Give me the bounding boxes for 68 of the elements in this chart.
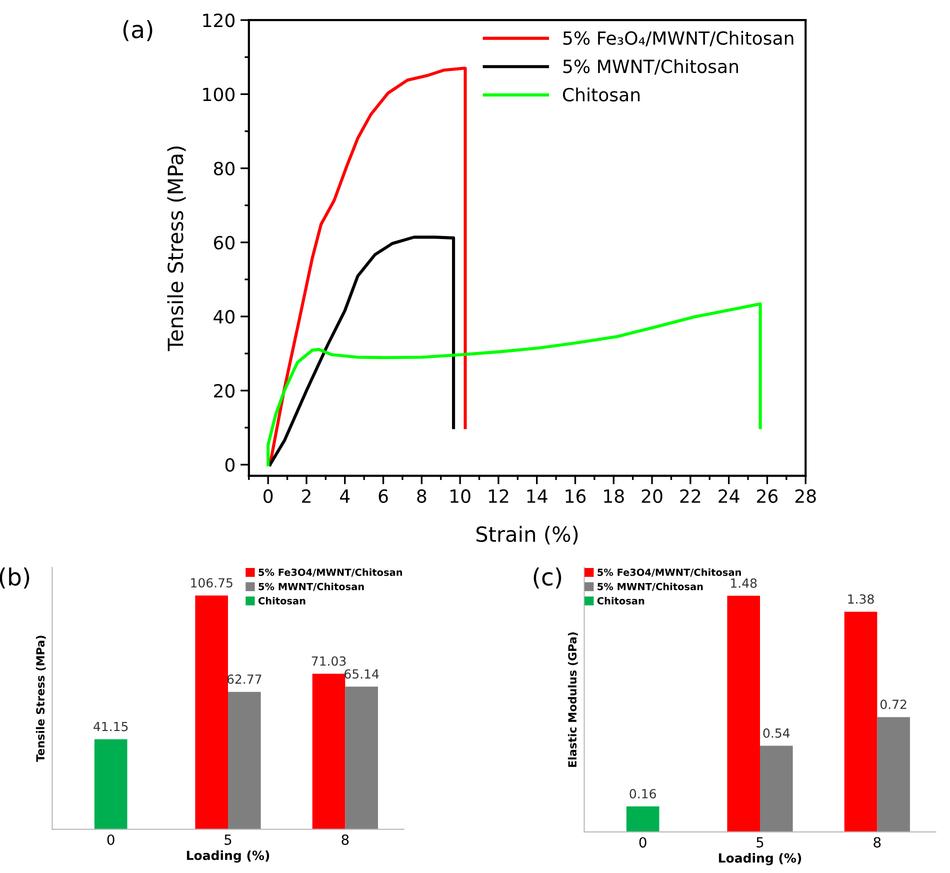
legend-label: Chitosan	[597, 596, 644, 604]
bar	[760, 746, 793, 832]
x-tick-label: 0	[639, 837, 646, 848]
x-tick-label: 8	[342, 834, 349, 845]
bar	[877, 717, 910, 832]
x-tick-label: 6	[378, 489, 388, 503]
legend-label: 5% Fe₃O₄/MWNT/Chitosan	[563, 30, 794, 46]
x-axis-title: Strain (%)	[476, 526, 578, 544]
y-tick-label: 20	[214, 384, 235, 398]
chart-title: (a)	[123, 20, 152, 42]
legend-label: 5% MWNT/Chitosan	[258, 582, 364, 591]
line-series	[266, 302, 762, 466]
x-tick-label: 5	[756, 837, 764, 848]
data-label: 1.48	[731, 578, 757, 588]
bar	[195, 596, 228, 830]
legend-label: Chitosan	[562, 88, 640, 102]
bar	[626, 806, 660, 832]
data-label: 41.15	[94, 722, 128, 732]
y-tick-label: 120	[203, 14, 235, 28]
x-tick-label: 14	[527, 490, 548, 503]
x-tick-label: 12	[488, 489, 508, 503]
x-tick-label: 20	[642, 489, 662, 503]
legend-label: 5% MWNT/Chitosan	[563, 59, 738, 75]
y-axis-title: Tensile Stress (MPa)	[167, 146, 186, 352]
y-tick-label: 80	[214, 162, 235, 176]
data-label: 106.75	[191, 578, 232, 588]
x-tick-label: 8	[874, 837, 881, 848]
x-axis-title: Loading (%)	[718, 853, 802, 866]
legend-label: 5% Fe3O4/MWNT/Chitosan	[258, 568, 402, 577]
legend-label: Chitosan	[258, 596, 306, 604]
y-tick-label: 100	[203, 88, 235, 102]
y-axis-title: Tensile Stress (MPa)	[36, 636, 46, 762]
x-tick-label: 16	[566, 489, 586, 503]
data-label: 0.72	[880, 700, 906, 710]
bar	[727, 596, 760, 832]
y-tick-label: 60	[214, 236, 235, 250]
x-tick-label: 10	[450, 489, 470, 503]
bar	[94, 739, 128, 830]
x-tick-label: 0	[107, 834, 114, 845]
x-tick-label: 8	[417, 489, 426, 503]
y-tick-label: 0	[225, 458, 235, 472]
legend-label: 5% Fe3O4/MWNT/Chitosan	[598, 568, 741, 577]
bar	[312, 674, 346, 830]
x-axis-title: Loading (%)	[186, 850, 270, 863]
data-label: 0.54	[763, 728, 790, 738]
y-axis-title: Elastic Modulus (GPa)	[568, 632, 578, 767]
line-series	[268, 236, 456, 466]
x-tick-label: 4	[340, 490, 350, 503]
chart-title: (c)	[534, 567, 562, 589]
x-tick-label: 0	[264, 489, 273, 503]
data-label: 65.14	[344, 669, 379, 679]
data-label: 71.03	[312, 656, 346, 666]
x-tick-label: 18	[604, 489, 624, 503]
data-label: 1.38	[848, 594, 874, 604]
chart-title: (b)	[0, 567, 30, 589]
x-tick-label: 5	[224, 834, 232, 845]
line-series	[268, 66, 467, 466]
data-label: 0.16	[630, 789, 656, 798]
bar	[844, 612, 878, 832]
legend-label: 5% MWNT/Chitosan	[598, 582, 703, 591]
x-tick-label: 26	[757, 489, 778, 503]
x-tick-label: 24	[718, 489, 740, 503]
x-tick-label: 2	[302, 489, 310, 503]
x-tick-label: 22	[680, 489, 700, 503]
y-tick-label: 40	[214, 310, 235, 324]
bar	[228, 692, 261, 830]
bar	[345, 686, 378, 830]
x-tick-label: 28	[795, 489, 816, 503]
